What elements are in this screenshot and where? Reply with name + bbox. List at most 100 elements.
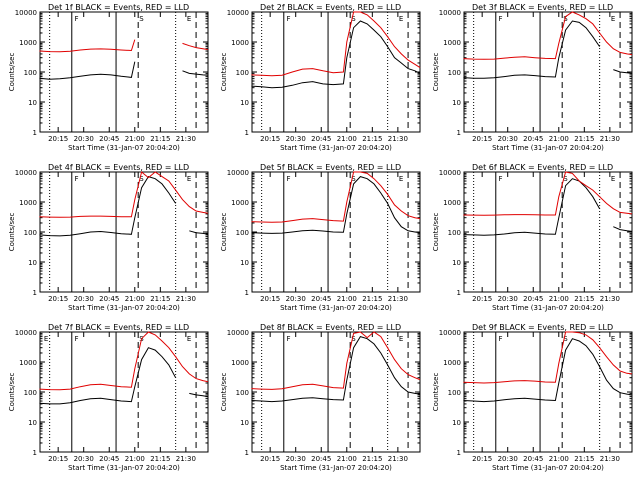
ytick-label: 1000 <box>443 199 461 207</box>
series-lld-line <box>39 331 209 391</box>
xtick-label: 21:00 <box>549 455 569 463</box>
event-marker: E <box>611 15 615 23</box>
ytick-label: 1 <box>33 449 37 457</box>
ytick-label: 10 <box>240 419 249 427</box>
series-lld-line <box>251 331 421 390</box>
y-axis-label: Counts/sec <box>432 53 440 92</box>
panel-8: Det 8f BLACK = Events, RED = LLD 1 10 100 10… <box>220 323 421 472</box>
event-marker: F <box>498 175 502 183</box>
x-axis-label: Start Time (31-Jan-07 20:04:20) <box>492 304 604 312</box>
y-axis-label: Counts/sec <box>220 213 228 252</box>
y-axis-label: Counts/sec <box>432 373 440 412</box>
xtick-label: 20:15 <box>48 135 68 143</box>
plot-frame <box>251 11 421 133</box>
ytick-label: 1 <box>457 449 461 457</box>
event-marker: E <box>187 335 191 343</box>
y-axis-label: Counts/sec <box>8 53 16 92</box>
xtick-label: 21:30 <box>388 135 408 143</box>
event-marker: F <box>498 335 502 343</box>
xtick-label: 21:30 <box>600 455 620 463</box>
event-marker: S <box>351 175 356 183</box>
ytick-label: 1000 <box>443 39 461 47</box>
panel-7: Det 7f BLACK = Events, RED = LLD 1 10 100 10… <box>8 323 209 472</box>
series-events-line <box>39 347 209 405</box>
xtick-label: 21:00 <box>337 295 357 303</box>
ytick-label: 100 <box>448 69 461 77</box>
ytick-label: 10 <box>240 99 249 107</box>
ytick-label: 10000 <box>439 329 461 337</box>
event-marker: S <box>139 15 144 23</box>
xtick-label: 21:15 <box>150 135 170 143</box>
panel-5: Det 5f BLACK = Events, RED = LLD 1 10 100 10… <box>220 163 421 312</box>
event-marker: F <box>74 175 78 183</box>
panel-6: Det 6f BLACK = Events, RED = LLD 1 10 100 10… <box>432 163 633 312</box>
y-axis-label: Counts/sec <box>432 213 440 252</box>
plot-frame <box>251 331 421 453</box>
panel-title: Det 6f BLACK = Events, RED = LLD <box>472 163 613 172</box>
xtick-label: 21:30 <box>600 295 620 303</box>
xtick-label: 20:15 <box>48 295 68 303</box>
series-events-line <box>39 176 209 237</box>
event-marker: F <box>498 15 502 23</box>
series-lld-line <box>251 11 421 77</box>
xtick-label: 21:15 <box>362 135 382 143</box>
panel-9: Det 9f BLACK = Events, RED = LLD 1 10 100 10… <box>432 323 633 472</box>
ytick-label: 10 <box>452 419 461 427</box>
ytick-label: 100 <box>24 69 37 77</box>
y-axis-label: Counts/sec <box>8 213 16 252</box>
ytick-label: 1000 <box>231 199 249 207</box>
panel-title: Det 3f BLACK = Events, RED = LLD <box>472 3 613 12</box>
xtick-label: 21:30 <box>388 455 408 463</box>
ytick-label: 100 <box>236 389 249 397</box>
xtick-label: 21:00 <box>549 295 569 303</box>
ytick-label: 1 <box>245 129 249 137</box>
xtick-label: 20:30 <box>498 135 518 143</box>
xtick-label: 21:15 <box>574 295 594 303</box>
series-events-line <box>463 338 633 403</box>
plot-frame <box>463 11 633 133</box>
series-lld-line <box>463 171 633 216</box>
series-events-line <box>463 178 633 236</box>
x-axis-label: Start Time (31-Jan-07 20:04:20) <box>68 464 180 472</box>
ytick-label: 100 <box>236 229 249 237</box>
event-marker: S <box>563 175 568 183</box>
panel-title: Det 2f BLACK = Events, RED = LLD <box>260 3 401 12</box>
ytick-label: 100 <box>236 69 249 77</box>
xtick-label: 20:45 <box>99 455 119 463</box>
xtick-label: 20:45 <box>311 295 331 303</box>
x-axis-label: Start Time (31-Jan-07 20:04:20) <box>68 304 180 312</box>
xtick-label: 20:30 <box>74 455 94 463</box>
xtick-label: 20:15 <box>472 455 492 463</box>
xtick-label: 21:00 <box>125 295 145 303</box>
ytick-label: 10000 <box>15 9 37 17</box>
ytick-label: 1000 <box>19 39 37 47</box>
xtick-label: 20:15 <box>48 455 68 463</box>
xtick-label: 20:45 <box>99 135 119 143</box>
series-events-line <box>463 20 633 79</box>
panel-title: Det 4f BLACK = Events, RED = LLD <box>48 163 189 172</box>
ytick-label: 1 <box>457 129 461 137</box>
series-lld-line <box>251 171 421 223</box>
plot-frame <box>39 331 209 453</box>
xtick-label: 21:15 <box>362 455 382 463</box>
event-marker: F <box>74 15 78 23</box>
x-axis-label: Start Time (31-Jan-07 20:04:20) <box>280 464 392 472</box>
panel-title: Det 5f BLACK = Events, RED = LLD <box>260 163 401 172</box>
series-lld-line <box>39 39 209 53</box>
xtick-label: 21:30 <box>388 295 408 303</box>
ytick-label: 100 <box>448 229 461 237</box>
event-marker: E <box>187 15 191 23</box>
ytick-label: 10000 <box>227 169 249 177</box>
panel-1: Det 1f BLACK = Events, RED = LLD 1 10 100 10… <box>8 3 209 152</box>
ytick-label: 10 <box>28 419 37 427</box>
ytick-label: 10000 <box>227 329 249 337</box>
event-marker: E <box>399 335 403 343</box>
xtick-label: 20:30 <box>74 135 94 143</box>
xtick-label: 21:15 <box>150 455 170 463</box>
panel-title: Det 7f BLACK = Events, RED = LLD <box>48 323 189 332</box>
ytick-label: 10000 <box>439 169 461 177</box>
plot-frame <box>463 171 633 293</box>
xtick-label: 21:15 <box>574 455 594 463</box>
series-events-line <box>251 336 421 403</box>
